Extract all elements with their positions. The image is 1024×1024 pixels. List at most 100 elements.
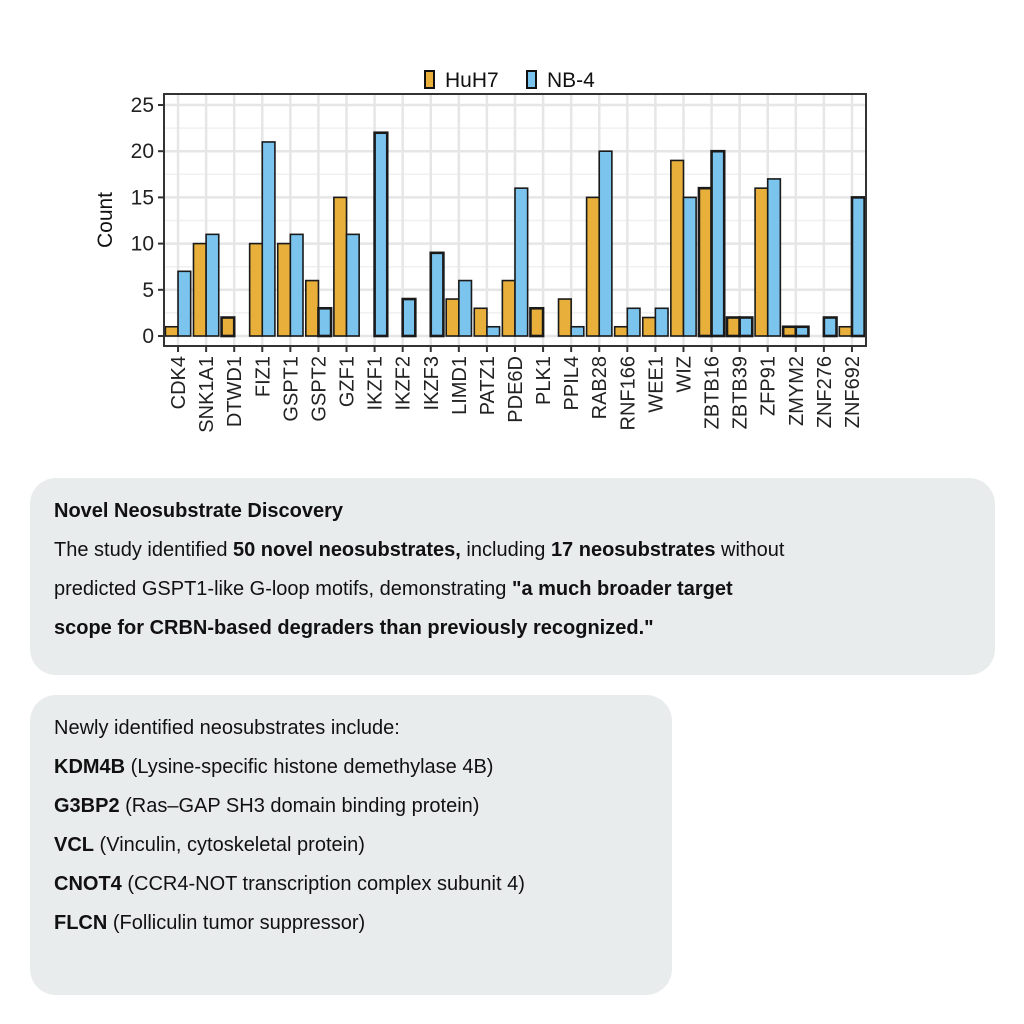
text: including	[460, 539, 551, 561]
plot-panel: 0 5 10 15 20 25 Count CDK4 SNK1A1 DTWD1 FIZ1 GSPT1 G…	[94, 93, 867, 433]
list-item: VCL (Vinculin, cytoskeletal protein)	[54, 826, 648, 865]
x-tick-label: DTWD1	[224, 356, 246, 427]
bar-nb4-gspt1	[289, 233, 304, 337]
bar-nb4-cdk4	[177, 270, 192, 337]
bar-nb4-zbtb39	[738, 316, 754, 338]
bar-huh7-patz1	[473, 307, 488, 337]
bar-nb4-csnk1a1	[205, 233, 220, 337]
x-tick-label: WIZ	[673, 356, 695, 393]
box-heading: Novel Neosubstrate Discovery	[54, 500, 344, 522]
x-tick-label: WEE1	[645, 356, 667, 413]
discovery-summary-box: Novel Neosubstrate Discovery The study i…	[30, 478, 995, 675]
bar-nb4-gspt2	[317, 306, 333, 338]
y-tick-label: 25	[131, 94, 154, 117]
list-item: CNOT4 (CCR4-NOT transcription complex su…	[54, 865, 648, 904]
protein-name: VCL	[54, 834, 94, 856]
x-tick-label: LIMD1	[449, 356, 471, 415]
y-axis-label: Count	[94, 192, 117, 248]
protein-desc: (Vinculin, cytoskeletal protein)	[94, 834, 365, 856]
bar-nb4-rab28	[598, 150, 613, 337]
bar-nb4-pde6d	[514, 187, 529, 337]
protein-name: FLCN	[54, 912, 108, 934]
bar-huh7-zbtb39	[725, 316, 741, 338]
bar-huh7-rnf166	[613, 325, 629, 337]
protein-desc: (Ras–GAP SH3 domain binding protein)	[119, 795, 480, 817]
bar-huh7-gspt2	[305, 279, 320, 337]
list-item: FLCN (Folliculin tumor suppressor)	[54, 904, 648, 943]
x-tick-label: FIZ1	[252, 356, 274, 397]
bar-huh7-gzf1	[333, 196, 348, 337]
summary-line-1: The study identified 50 novel neosubstra…	[54, 531, 971, 570]
list-item: KDM4B (Lysine-specific histone demethyla…	[54, 748, 648, 787]
protein-desc: (CCR4-NOT transcription complex subunit …	[121, 873, 525, 895]
x-tick-label: SNK1A1	[196, 356, 218, 433]
legend-label: NB-4	[547, 69, 595, 92]
x-tick-label: PLK1	[533, 356, 555, 405]
text: The study identified	[54, 539, 233, 561]
bar-nb4-ikzf2	[401, 297, 417, 338]
x-tick-label: PATZ1	[477, 356, 499, 415]
bar-huh7-wee1	[641, 316, 657, 337]
bar-nb4-zbtb16	[710, 149, 726, 338]
x-tick-label: ZMYM2	[786, 356, 808, 426]
quote-start: "a much broader target	[511, 578, 733, 600]
bar-nb4-ikzf3	[429, 251, 445, 338]
x-tick-label: CDK4	[168, 356, 190, 409]
bar-nb4-patz1	[486, 325, 501, 337]
bar-huh7-limd1	[445, 298, 460, 337]
summary-line-2: predicted GSPT1-like G-loop motifs, demo…	[54, 570, 971, 609]
highlight-count-50: 50 novel neosubstrates,	[233, 539, 461, 561]
list-intro: Newly identified neosubstrates include:	[54, 717, 400, 739]
protein-desc: (Lysine-specific histone demethylase 4B)	[125, 756, 494, 778]
x-tick-label: ZNF276	[814, 356, 836, 428]
protein-name: G3BP2	[54, 795, 120, 817]
x-tick-label: RAB28	[589, 356, 611, 419]
x-tick-label: IKZF2	[393, 356, 415, 410]
bar-nb4-limd1	[458, 279, 473, 337]
bar-nb4-rnf166	[626, 307, 641, 337]
bar-nb4-zfp91	[766, 178, 782, 337]
x-tick-label: RNF166	[617, 356, 639, 430]
summary-line-3: scope for CRBN-based degraders than prev…	[54, 617, 654, 639]
x-tick-label: ZNF692	[842, 356, 864, 428]
bar-huh7-znf692	[838, 325, 853, 337]
bar-huh7-dtwd1	[220, 316, 236, 338]
highlight-count-17: 17 neosubstrates	[550, 539, 716, 561]
list-item: G3BP2 (Ras–GAP SH3 domain binding protei…	[54, 787, 648, 826]
x-tick-label: PPIL4	[561, 356, 583, 410]
bar-huh7-cdk4	[164, 325, 179, 337]
neosubstrate-list-box: Newly identified neosubstrates include: …	[30, 695, 672, 995]
bar-nb4-wiz	[682, 196, 697, 337]
text: predicted GSPT1-like G-loop motifs, demo…	[54, 578, 512, 600]
bar-nb4-wee1	[654, 307, 669, 337]
x-tick-label: IKZF3	[421, 356, 443, 410]
x-tick-label: ZBTB39	[730, 356, 752, 429]
bar-nb4-ppil4	[570, 325, 585, 337]
legend-label: HuH7	[445, 69, 499, 92]
y-tick-label: 10	[131, 233, 154, 256]
bar-huh7-gspt1	[276, 242, 292, 337]
bar-huh7-fiz1	[248, 242, 264, 337]
y-tick-label: 15	[131, 186, 154, 209]
protein-name: KDM4B	[54, 756, 126, 778]
y-tick-label: 0	[142, 325, 154, 348]
bar-huh7-zmym2	[781, 325, 798, 338]
bar-huh7-wiz	[670, 159, 685, 337]
bar-huh7-plk1	[529, 306, 545, 338]
bar-nb4-znf692	[850, 196, 866, 338]
bar-nb4-gzf1	[345, 233, 360, 337]
x-tick-label: ZFP91	[758, 356, 780, 416]
bar-nb4-ikzf1	[373, 131, 389, 338]
bar-huh7-ppil4	[557, 298, 572, 337]
bar-nb4-zmym2	[794, 325, 810, 338]
bar-nb4-znf276	[822, 316, 838, 338]
x-tick-label: PDE6D	[505, 356, 527, 423]
bar-huh7-zbtb16	[697, 186, 713, 338]
legend-key-huh7	[424, 70, 435, 89]
x-tick-label: IKZF1	[365, 356, 387, 410]
bar-chart: HuH7 NB-4 0 5 10 15 20 25 Count CDK4 SNK1A1 DTWD1 F…	[94, 69, 867, 433]
x-tick-label: ZBTB16	[702, 356, 724, 429]
x-tick-label: GSPT1	[280, 356, 302, 422]
bar-huh7-rab28	[585, 196, 601, 337]
y-tick-label: 20	[131, 140, 154, 163]
